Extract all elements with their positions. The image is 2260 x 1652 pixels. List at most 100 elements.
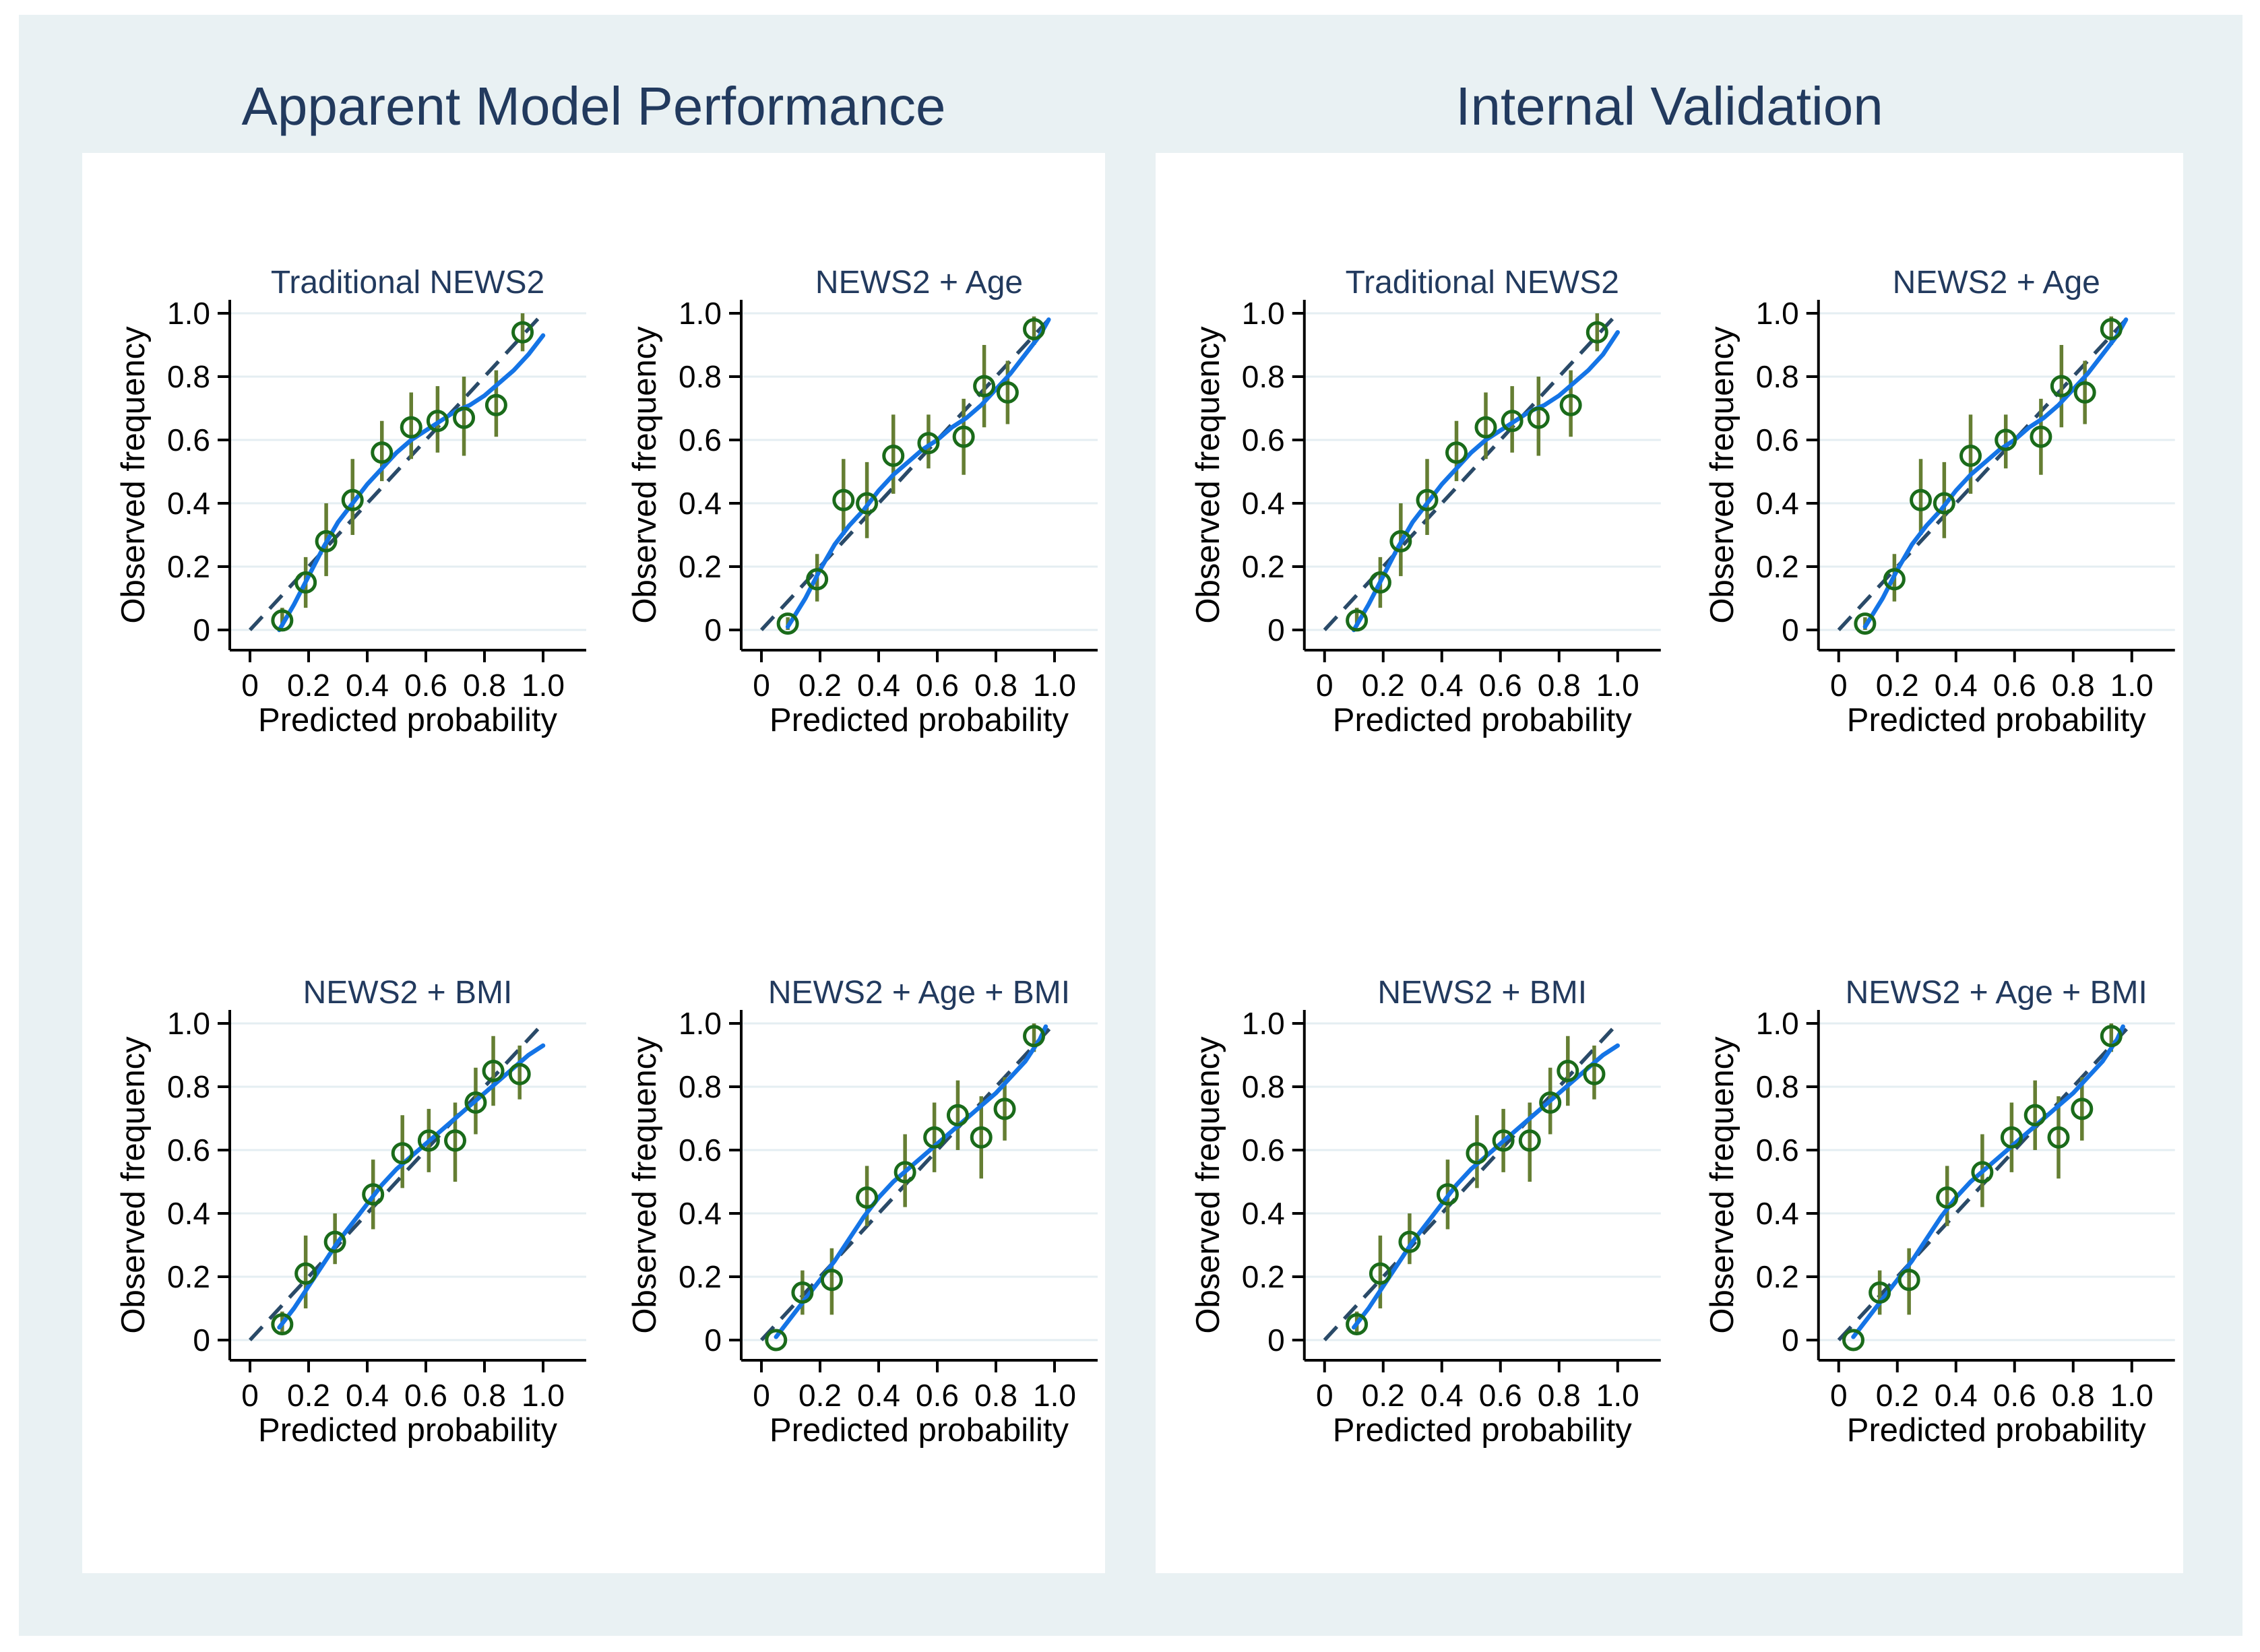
data-marker	[453, 406, 476, 429]
x-tick-label: 0.4	[1420, 1378, 1464, 1413]
y-tick-label: 0.8	[679, 359, 722, 394]
data-marker	[294, 1262, 317, 1285]
data-marker	[444, 1129, 466, 1152]
data-marker	[832, 488, 855, 511]
y-tick-label: 0.8	[1755, 359, 1798, 394]
subplot-title: NEWS2 + Age + BMI	[1845, 975, 2147, 1011]
x-tick-label: 0.4	[857, 668, 900, 703]
y-tick-label: 0.6	[1242, 422, 1285, 457]
x-tick-label: 0.2	[1362, 1378, 1405, 1413]
y-tick-label: 1.0	[1755, 1006, 1798, 1041]
subplot-apparent-traditional-news2: 0 0.2 0.4 0.6 0.8 1.0 0 0.2 0.4 0.6 0.8 1.0 Traditio…	[82, 153, 594, 863]
data-marker	[996, 381, 1019, 404]
x-tick-label: 0.6	[404, 1378, 447, 1413]
data-marker	[484, 393, 507, 416]
x-tick-label: 0.6	[1479, 1378, 1522, 1413]
x-tick-label: 0.8	[463, 668, 506, 703]
data-marker	[2023, 1104, 2046, 1126]
data-marker	[323, 1230, 346, 1253]
data-marker	[1369, 571, 1391, 594]
y-tick-label: 0.6	[1755, 422, 1798, 457]
y-tick-label: 1.0	[679, 1006, 722, 1041]
data-marker	[917, 432, 940, 455]
calibration-chart: 0 0.2 0.4 0.6 0.8 1.0 0 0.2 0.4 0.6 0.8 1.0 NEWS2 + …	[627, 265, 1098, 738]
data-marker	[776, 612, 799, 635]
data-marker	[1369, 1262, 1391, 1285]
data-marker	[294, 571, 317, 594]
y-axis-title: Observed frequency	[1703, 1036, 1740, 1334]
x-tick-label: 0	[1316, 668, 1333, 703]
data-marker	[970, 1126, 993, 1149]
y-tick-label: 1.0	[1755, 296, 1798, 331]
x-tick-label: 0.6	[1992, 668, 2036, 703]
panel-title-internal: Internal Validation	[1455, 76, 1883, 136]
subplot-title: NEWS2 + BMI	[303, 975, 513, 1011]
y-tick-label: 0.2	[167, 1259, 210, 1294]
panel-title-apparent: Apparent Model Performance	[241, 76, 946, 136]
y-tick-label: 0.2	[1242, 549, 1285, 584]
data-marker	[1023, 318, 1046, 340]
data-marker	[1959, 445, 1982, 467]
data-marker	[1970, 1161, 1993, 1184]
subplot-title: Traditional NEWS2	[271, 265, 544, 300]
reference-line	[1323, 312, 1619, 631]
data-marker	[1583, 1062, 1606, 1085]
y-tick-label: 0.4	[1755, 1196, 1798, 1231]
data-marker	[1518, 1129, 1541, 1152]
y-axis-title: Observed frequency	[115, 1036, 152, 1334]
x-axis-title: Predicted probability	[1846, 1412, 2145, 1449]
x-tick-label: 0.6	[404, 668, 447, 703]
y-tick-label: 1.0	[1242, 296, 1285, 331]
calibration-chart: 0 0.2 0.4 0.6 0.8 1.0 0 0.2 0.4 0.6 0.8 1.0 NEWS2 + …	[1703, 265, 2175, 738]
y-tick-label: 0.4	[167, 486, 210, 521]
subplot-internal-news2-age: 0 0.2 0.4 0.6 0.8 1.0 0 0.2 0.4 0.6 0.8 1.0 NEWS2 + …	[1670, 153, 2184, 863]
y-tick-label: 0.4	[167, 1196, 210, 1231]
data-marker	[1935, 1186, 1958, 1209]
subplot-title: NEWS2 + Age	[1892, 265, 2100, 300]
data-marker	[1492, 1129, 1515, 1152]
x-axis-title: Predicted probability	[258, 1412, 557, 1449]
data-marker	[856, 1186, 879, 1209]
calibration-chart: 0 0.2 0.4 0.6 0.8 1.0 0 0.2 0.4 0.6 0.8 1.0 NEWS2 + …	[1190, 975, 1661, 1449]
y-tick-label: 0	[193, 612, 210, 647]
x-tick-label: 0.2	[1362, 668, 1405, 703]
x-tick-label: 1.0	[1033, 1378, 1076, 1413]
data-marker	[341, 488, 364, 511]
data-marker	[400, 416, 422, 439]
x-tick-label: 0.2	[798, 668, 842, 703]
y-tick-label: 0.2	[1755, 549, 1798, 584]
y-tick-label: 0.6	[679, 1133, 722, 1168]
data-marker	[2073, 381, 2096, 404]
x-tick-label: 0.8	[974, 668, 1017, 703]
smooth-calibration-line	[1352, 1043, 1620, 1330]
x-tick-label: 0.8	[1538, 1378, 1581, 1413]
data-marker	[946, 1104, 969, 1126]
y-tick-label: 0.8	[1755, 1069, 1798, 1104]
data-marker	[1559, 393, 1582, 416]
x-axis-title: Predicted probability	[258, 702, 557, 738]
subplot-internal-news2-age-bmi: 0 0.2 0.4 0.6 0.8 1.0 0 0.2 0.4 0.6 0.8 1.0 NEWS2 + …	[1670, 863, 2184, 1573]
data-marker	[1346, 1313, 1369, 1335]
data-marker	[1586, 321, 1608, 344]
y-tick-label: 0.8	[1242, 359, 1285, 394]
y-tick-label: 0.4	[1755, 486, 1798, 521]
y-tick-label: 0.8	[679, 1069, 722, 1104]
y-tick-label: 0	[704, 1323, 722, 1358]
reference-line	[1837, 312, 2133, 631]
data-marker	[765, 1329, 788, 1352]
y-tick-label: 0	[1782, 1323, 1799, 1358]
x-tick-label: 0.4	[1934, 1378, 1977, 1413]
y-tick-label: 0.2	[679, 549, 722, 584]
y-tick-label: 0.6	[167, 422, 210, 457]
data-marker	[426, 410, 449, 433]
y-axis-title: Observed frequency	[627, 326, 663, 624]
data-marker	[482, 1060, 505, 1082]
data-marker	[820, 1269, 843, 1292]
x-tick-label: 0	[753, 1378, 770, 1413]
smooth-calibration-line	[1352, 329, 1620, 633]
subplot-title: NEWS2 + Age	[815, 265, 1023, 300]
calibration-chart: 0 0.2 0.4 0.6 0.8 1.0 0 0.2 0.4 0.6 0.8 1.0 NEWS2 + …	[1703, 975, 2175, 1449]
smooth-calibration-line	[1862, 317, 2128, 629]
x-tick-label: 0.8	[974, 1378, 1017, 1413]
